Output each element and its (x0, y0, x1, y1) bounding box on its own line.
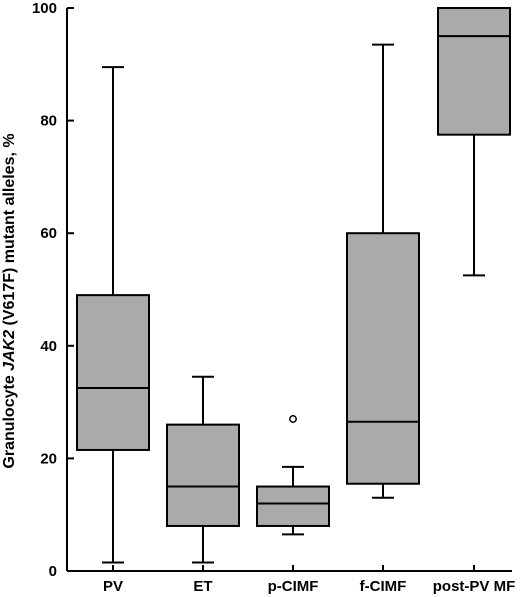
y-axis-label-suffix: (V617F) mutant alleles, % (1, 133, 18, 330)
y-tick-label: 20 (40, 450, 57, 467)
box-group-post-pv-mf (437, 7, 511, 277)
axes: PV ET p-CIMF f-CIMF post-PV MF 0 20 40 60 80 100 (32, 0, 515, 595)
x-tick-label: post-PV MF (433, 578, 516, 595)
outlier-point (289, 415, 297, 423)
x-tick-label: f-CIMF (360, 578, 407, 595)
box (256, 485, 330, 527)
y-tick-label: 80 (40, 113, 57, 130)
box-group-et (166, 375, 240, 564)
box (166, 423, 240, 527)
box (346, 232, 420, 485)
box (76, 294, 150, 451)
box (437, 7, 511, 136)
y-tick-label: 40 (40, 338, 57, 355)
plot-area (76, 7, 511, 564)
y-axis-label-prefix: Granulocyte (1, 370, 18, 469)
box-group-p-cimf (256, 415, 330, 536)
x-tick-label: p-CIMF (268, 578, 319, 595)
y-tick-label: 0 (49, 563, 57, 580)
x-tick-label: PV (103, 578, 123, 595)
y-axis-label-gene: JAK2 (1, 329, 18, 371)
box-group-f-cimf (346, 43, 420, 499)
box-group-pv (76, 66, 150, 564)
y-tick-label: 100 (32, 0, 57, 17)
x-tick-label: ET (193, 578, 212, 595)
y-axis-label: Granulocyte JAK2 (V617F) mutant alleles,… (1, 81, 21, 521)
y-tick-label: 60 (40, 225, 57, 242)
